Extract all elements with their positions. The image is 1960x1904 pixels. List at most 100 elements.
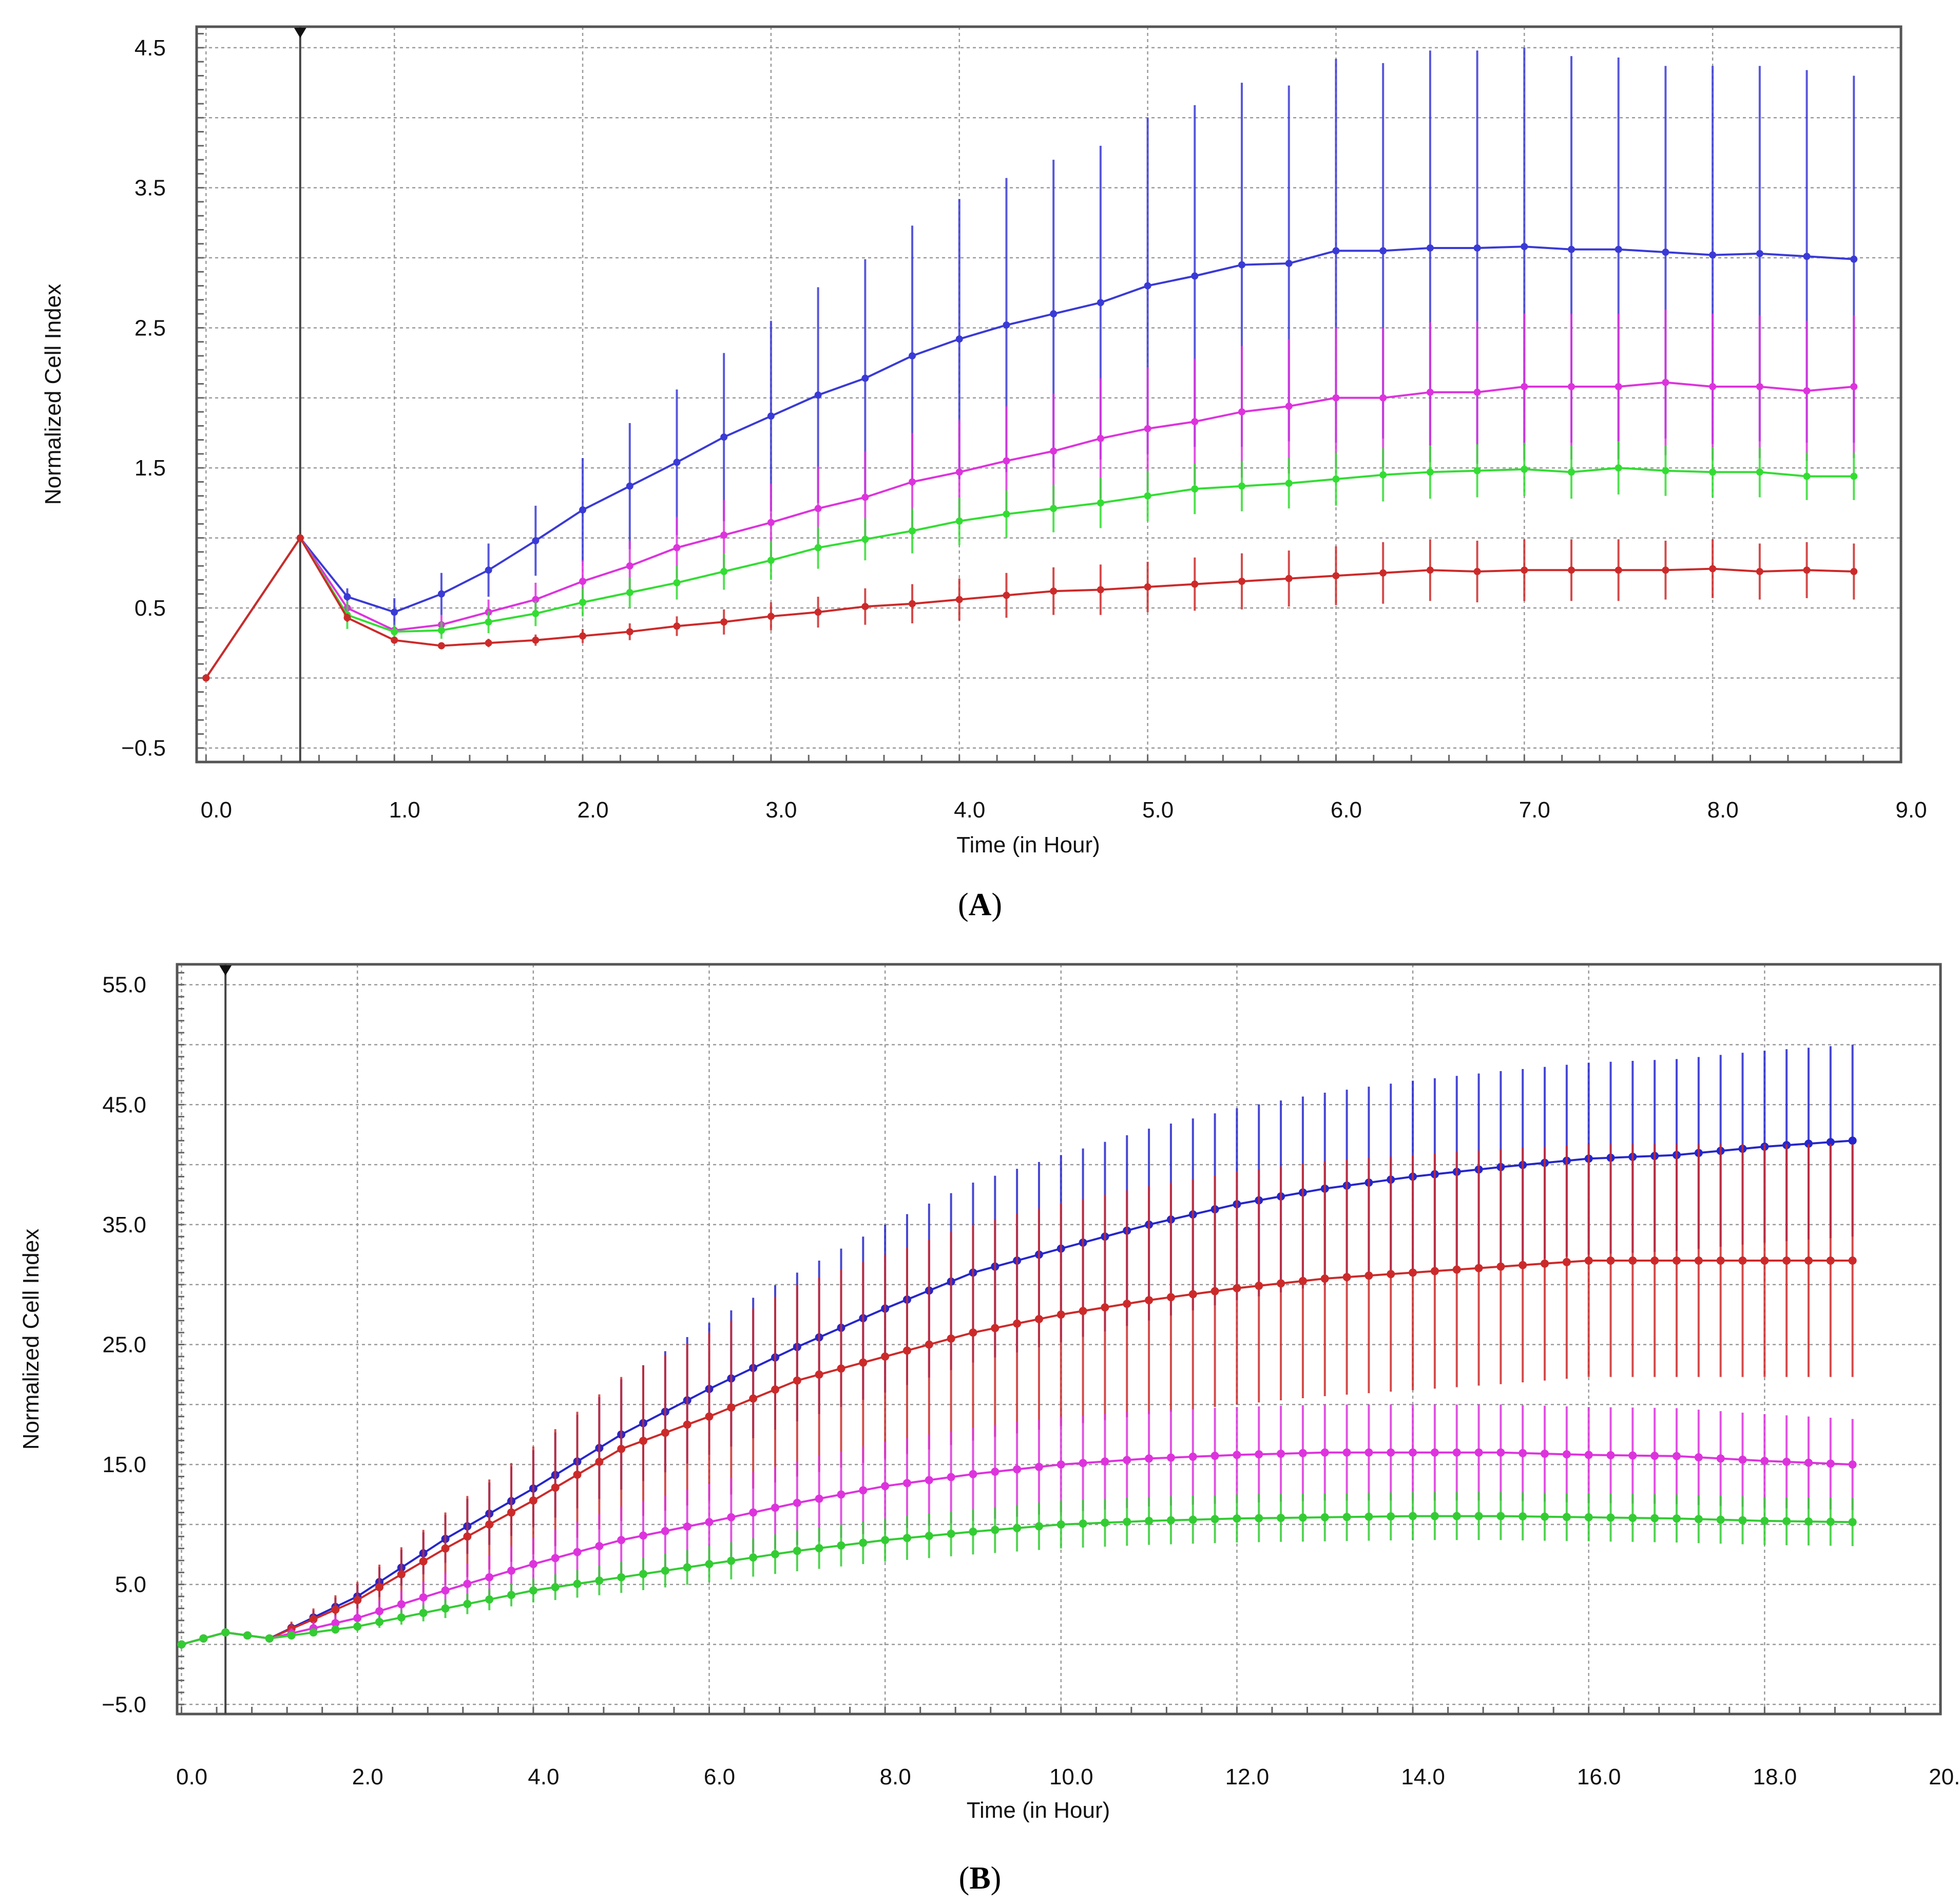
x-tick-label: 12.0 [1225,1764,1270,1789]
x-tick-label: 2.0 [352,1764,383,1789]
data-point [705,1412,714,1421]
data-point [1474,1512,1483,1520]
plot-area [197,27,1901,762]
data-point [485,1520,494,1529]
data-point [661,1527,669,1535]
data-point [1474,1448,1483,1457]
data-point [485,1595,494,1604]
data-point [1628,1451,1637,1460]
data-point [771,1385,779,1394]
data-point [1238,482,1246,490]
data-point [1803,387,1811,395]
data-point [1716,1256,1725,1265]
data-point [1056,1520,1065,1529]
data-point [767,519,775,526]
x-tick-label: 0.0 [201,797,232,823]
data-point [419,1557,428,1566]
data-point [969,1328,977,1337]
data-point [1332,394,1340,402]
data-point [947,1473,955,1481]
data-point [1332,475,1340,483]
data-point [287,1631,296,1640]
data-point [1145,1296,1154,1305]
y-tick-label: 35.0 [102,1212,146,1237]
treatment-marker-triangle [219,965,232,976]
data-point [1079,1459,1087,1468]
data-point [1803,253,1811,260]
data-point [1056,1310,1065,1319]
plot-frame [176,963,1942,1716]
data-point [1034,1462,1043,1471]
data-point [767,613,775,620]
data-point [771,1550,779,1558]
data-point [343,614,351,622]
data-point [1804,1256,1813,1265]
data-point [814,544,822,551]
data-point [1191,485,1199,493]
data-point [1144,492,1151,500]
data-point [1166,1453,1175,1462]
data-point [1473,568,1481,576]
data-point [749,1553,758,1562]
data-point [1521,465,1528,473]
data-point [551,1554,560,1563]
y-tick-label: 5.0 [115,1572,146,1597]
data-point [859,1486,868,1495]
data-point [419,1593,428,1602]
data-point [1760,1516,1769,1525]
x-tick-label: 8.0 [880,1764,911,1789]
data-point [1188,1290,1197,1299]
data-point [353,1596,362,1605]
data-point [1606,1256,1615,1265]
data-point [749,1508,758,1517]
data-point [1673,1514,1681,1523]
data-point [1662,249,1669,256]
data-point [1709,251,1717,259]
data-point [1804,1517,1813,1526]
data-point [1003,510,1010,518]
data-point [1166,1293,1175,1302]
data-point [375,1617,384,1626]
data-point [1848,1460,1857,1469]
data-point [617,1573,626,1582]
data-point [1521,383,1528,390]
data-point [243,1631,252,1640]
data-point [1409,1448,1417,1457]
data-point [1298,1449,1307,1457]
data-point [1332,572,1340,580]
data-point [1191,272,1199,280]
data-point [1452,1265,1461,1274]
data-point [955,468,963,476]
data-point [639,1570,648,1578]
data-point [1804,1139,1813,1148]
data-point [1298,1513,1307,1522]
data-point [1233,1284,1241,1292]
data-point [909,352,916,359]
x-tick-label: 3.0 [765,797,797,823]
data-point [969,1527,977,1536]
data-point [1188,1515,1197,1524]
data-point [485,639,492,647]
data-point [1101,1457,1109,1466]
data-point [441,1586,450,1595]
data-point [1496,1262,1505,1271]
data-point [1473,244,1481,252]
data-point [955,596,963,603]
data-point [1145,1454,1154,1463]
data-point [1709,565,1717,573]
data-point [1568,566,1575,574]
data-point [1387,1270,1395,1279]
data-point [969,1470,977,1478]
data-point [1210,1287,1219,1296]
y-axis-label: Normalized Cell Index [18,1229,44,1450]
data-point [463,1600,472,1608]
data-point [353,1614,362,1623]
data-point [837,1541,846,1550]
data-point [1387,1512,1395,1521]
data-point [1541,1512,1549,1521]
data-point [814,608,822,616]
data-point [1034,1315,1043,1323]
data-point [1615,464,1622,472]
series-red [202,534,1858,682]
